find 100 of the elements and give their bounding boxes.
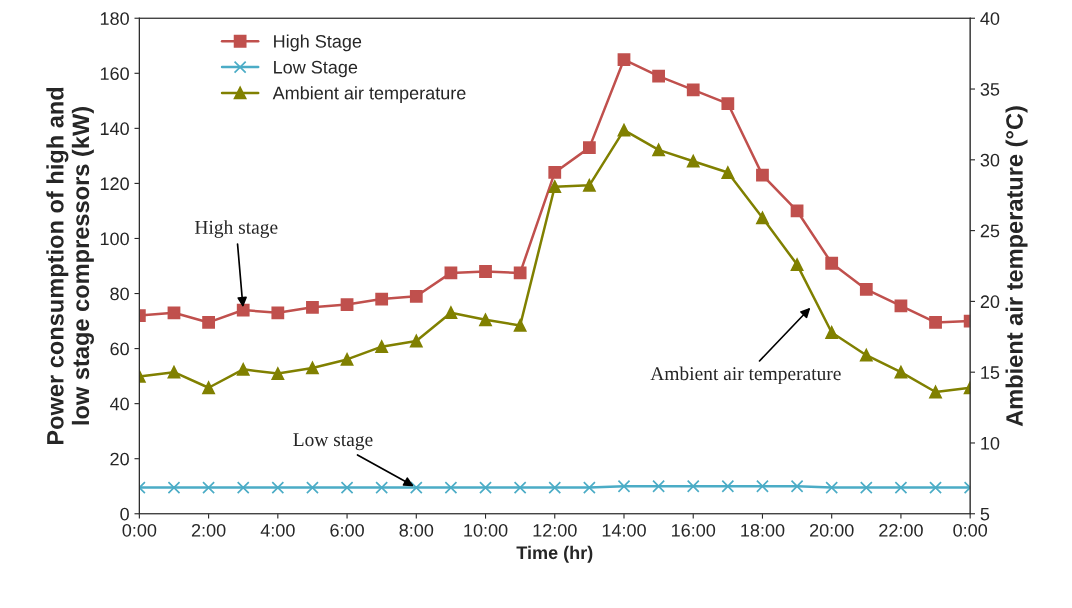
point <box>444 481 458 494</box>
legend-label: Low Stage <box>274 60 358 78</box>
point <box>236 481 250 494</box>
point <box>375 481 389 494</box>
y2-tick-label: 25 <box>980 224 1000 238</box>
point <box>271 481 285 494</box>
point <box>652 479 666 493</box>
point <box>444 266 458 280</box>
point <box>790 258 804 271</box>
point <box>721 97 735 110</box>
point <box>790 204 804 218</box>
point <box>236 303 250 317</box>
y2-tick-label: 5 <box>980 507 990 521</box>
point <box>409 481 423 494</box>
point <box>894 365 908 379</box>
y2-tick-label: 30 <box>980 153 1000 167</box>
point <box>340 481 354 494</box>
point <box>306 300 319 314</box>
point <box>859 481 873 494</box>
x-tick-label: 14:00 <box>602 523 646 537</box>
y-tick-label: 20 <box>110 452 129 466</box>
point <box>686 479 700 493</box>
point <box>548 180 562 194</box>
point <box>167 365 181 379</box>
point <box>929 481 942 494</box>
point <box>375 340 389 354</box>
point <box>929 385 942 399</box>
point <box>894 481 908 494</box>
x-tick-label: 20:00 <box>810 523 854 537</box>
point <box>617 53 631 66</box>
point <box>756 479 769 493</box>
y-tick-label: 80 <box>110 287 129 301</box>
x-tick-label: 6:00 <box>330 523 364 537</box>
point <box>236 362 250 376</box>
point <box>756 168 769 182</box>
y2-axis-title: Ambient air temperature (°C) <box>1005 106 1028 427</box>
x-tick-label: 8:00 <box>399 523 434 537</box>
point <box>202 316 215 329</box>
point <box>271 306 285 320</box>
point <box>756 211 769 225</box>
point <box>790 479 804 493</box>
point <box>582 141 596 155</box>
point <box>617 479 631 493</box>
point <box>652 143 666 157</box>
point <box>859 283 873 296</box>
point <box>167 306 181 320</box>
y-tick-label: 60 <box>110 342 129 356</box>
point <box>167 481 181 494</box>
y2-tick-label: 15 <box>981 366 1000 379</box>
legend-label: Ambient air temperature <box>272 86 466 104</box>
point <box>340 298 354 311</box>
y2-tick-label: 10 <box>981 436 1000 450</box>
point <box>409 289 423 303</box>
point <box>513 319 527 332</box>
point <box>202 381 215 395</box>
y-tick-label: 100 <box>100 232 129 246</box>
point <box>548 166 562 179</box>
point <box>686 83 700 97</box>
x-tick-label: 0:00 <box>122 523 157 537</box>
y-tick-label: 180 <box>100 12 129 25</box>
x-tick-label: 16:00 <box>672 523 716 537</box>
point <box>825 481 839 494</box>
point <box>686 154 700 168</box>
x-tick-label: 10:00 <box>464 523 508 537</box>
point <box>652 69 666 83</box>
point <box>513 266 527 280</box>
point <box>479 481 492 494</box>
x-tick-label: 18:00 <box>741 523 785 537</box>
y-tick-label: 160 <box>100 67 129 81</box>
point <box>513 481 527 494</box>
legend-label: High Stage <box>274 34 362 52</box>
annotation: Low stage <box>293 433 373 451</box>
point <box>929 316 942 329</box>
point <box>306 361 319 375</box>
point <box>306 481 319 494</box>
y-axis-title: Power consumption of high and low stage compressors (kW) <box>46 87 94 445</box>
y-tick-label: 120 <box>100 177 129 191</box>
y2-tick-label: 35 <box>980 82 1000 96</box>
x-tick-label: 4:00 <box>260 523 295 537</box>
y-tick-label: 0 <box>120 507 129 521</box>
x-tick-label: 12:00 <box>533 523 577 537</box>
point <box>409 334 423 348</box>
point <box>825 326 839 339</box>
point <box>859 348 873 362</box>
point <box>825 256 839 270</box>
point <box>721 166 735 179</box>
y-tick-label: 40 <box>109 397 129 411</box>
x-tick-label: 22:00 <box>879 523 923 537</box>
point <box>271 367 285 380</box>
point <box>721 479 735 493</box>
point <box>582 178 596 192</box>
point <box>582 481 596 494</box>
point <box>375 292 389 306</box>
point <box>479 265 492 278</box>
point <box>340 353 354 366</box>
annotation: Ambient air temperature <box>650 366 841 385</box>
x-axis-title: Time (hr) <box>516 545 593 563</box>
y-tick-label: 140 <box>100 122 129 136</box>
point <box>617 123 631 137</box>
y2-tick-label: 40 <box>980 12 1000 25</box>
